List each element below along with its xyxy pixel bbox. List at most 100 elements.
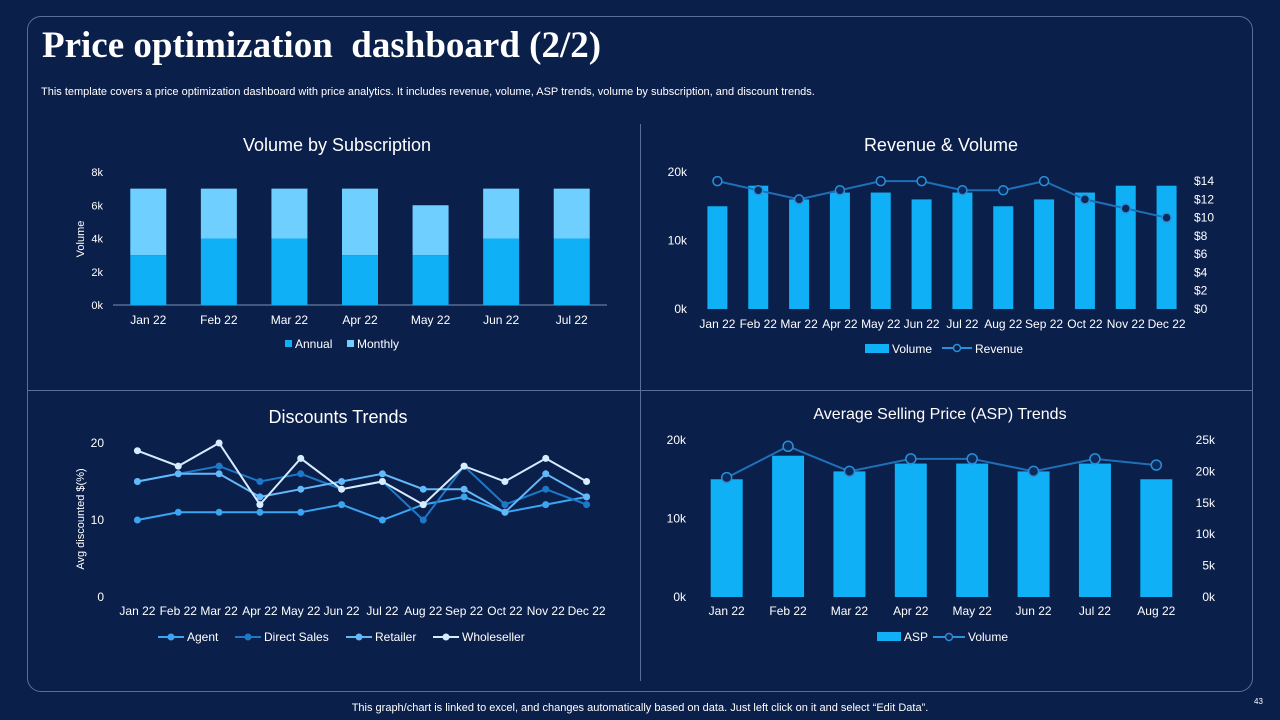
bar-volume-sep-22 xyxy=(1034,199,1055,309)
revenue-volume-chart[interactable]: Revenue & Volume 0k 10k 20k $0 $2 $4 $6 $8 $10 $12… xyxy=(642,128,1250,388)
legend-label-monthly: Monthly xyxy=(357,337,399,351)
point-direct-sales-may-22 xyxy=(297,470,305,478)
y2-tick-label: 20k xyxy=(1196,464,1216,478)
y-axis-label: Avg discounted $(%) xyxy=(75,468,87,569)
y2-tick-label: $0 xyxy=(1194,302,1208,316)
point-retailer-may-22 xyxy=(297,485,305,493)
bar-annual-feb-22 xyxy=(200,238,237,305)
chart-title: Revenue & Volume xyxy=(864,135,1018,155)
legend-swatch-annual xyxy=(285,340,292,347)
x-tick-label: Jan 22 xyxy=(709,604,745,618)
bar-volume-dec-22 xyxy=(1156,185,1177,309)
bar-asp-feb-22 xyxy=(772,455,805,597)
bar-monthly-apr-22 xyxy=(342,188,378,256)
bar-volume-may-22 xyxy=(870,192,891,309)
volume-point-aug-22 xyxy=(1150,459,1163,471)
chart-title: Volume by Subscription xyxy=(243,135,431,155)
bar-volume-aug-22 xyxy=(993,206,1014,309)
bar-annual-jul-22 xyxy=(553,238,590,305)
y-tick-label: 20k xyxy=(668,165,688,179)
chart-title: Discounts Trends xyxy=(268,407,407,427)
x-tick-label: Jul 22 xyxy=(556,313,588,327)
y2-tick-label: 15k xyxy=(1196,496,1216,510)
line-agent xyxy=(137,495,587,522)
revenue-point-mar-22 xyxy=(793,194,805,205)
asp-trends-chart[interactable]: Average Selling Price (ASP) Trends 0k 10k 2… xyxy=(642,396,1250,686)
x-tick-label: Aug 22 xyxy=(1137,604,1175,618)
volume-point-jun-22 xyxy=(1027,465,1040,478)
x-tick-label: Aug 22 xyxy=(404,604,442,618)
legend-swatch-wholeseller-marker xyxy=(442,633,450,641)
chart-title: Average Selling Price (ASP) Trends xyxy=(813,406,1066,423)
volume-point-mar-22 xyxy=(843,465,856,478)
x-tick-label: Jul 22 xyxy=(366,604,398,618)
revenue-point-sep-22 xyxy=(1038,175,1050,187)
bar-monthly-feb-22 xyxy=(200,188,237,239)
y2-tick-label: $4 xyxy=(1194,265,1208,279)
point-wholeseller-dec-22 xyxy=(583,478,591,485)
y-tick-label: 20k xyxy=(667,433,687,447)
volume-by-subscription-chart[interactable]: Volume by Subscription Volume 0k 2k 4k 6k 8k Ja… xyxy=(30,128,638,388)
x-tick-label: Jul 22 xyxy=(1079,604,1111,618)
point-retailer-nov-22 xyxy=(542,470,550,478)
legend-label-volume: Volume xyxy=(968,630,1008,644)
x-tick-label: Jun 22 xyxy=(1016,604,1052,618)
point-direct-sales-apr-22 xyxy=(256,478,264,485)
x-tick-label: Jul 22 xyxy=(946,317,978,331)
discounts-trends-chart[interactable]: Discounts Trends Avg discounted $(%) 0 10 20… xyxy=(30,396,638,686)
line-retailer xyxy=(137,472,588,514)
x-tick-label: Jan 22 xyxy=(130,313,166,327)
y-tick-label: 8k xyxy=(91,167,103,179)
x-tick-label: Mar 22 xyxy=(200,604,238,618)
page-title: Price optimization dashboard (2/2) xyxy=(42,25,602,66)
bar-annual-mar-22 xyxy=(271,238,308,305)
legend-label-annual: Annual xyxy=(295,337,332,351)
point-agent-mar-22 xyxy=(215,508,223,516)
y-tick-label: 0k xyxy=(673,590,687,604)
legend-swatch-monthly xyxy=(347,340,354,347)
volume-point-apr-22 xyxy=(905,453,917,465)
dashboard-frame xyxy=(27,16,1253,692)
revenue-point-dec-22 xyxy=(1161,212,1172,223)
point-retailer-dec-22 xyxy=(583,493,591,501)
legend-label-direct-sales: Direct Sales xyxy=(264,630,329,644)
legend-swatch-asp xyxy=(877,632,901,641)
y-tick-label: 20 xyxy=(91,436,105,450)
legend-label-agent: Agent xyxy=(187,630,219,644)
quadrant-divider-vertical xyxy=(640,124,641,681)
y-tick-label: 2k xyxy=(91,267,103,279)
point-agent-jan-22 xyxy=(133,516,141,524)
bar-asp-may-22 xyxy=(956,463,989,597)
x-tick-label: Feb 22 xyxy=(200,313,238,327)
x-tick-label: May 22 xyxy=(861,317,901,331)
point-direct-sales-nov-22 xyxy=(542,485,550,493)
point-wholeseller-aug-22 xyxy=(419,501,427,509)
x-tick-label: Jun 22 xyxy=(483,313,519,327)
y2-tick-label: $6 xyxy=(1194,247,1208,261)
bar-annual-jun-22 xyxy=(483,238,520,305)
x-tick-label: Apr 22 xyxy=(822,317,858,331)
page-subtitle: This template covers a price optimizatio… xyxy=(41,86,815,98)
legend-swatch-volume xyxy=(865,344,889,353)
point-agent-nov-22 xyxy=(542,501,550,509)
point-direct-sales-aug-22 xyxy=(419,516,427,524)
point-agent-apr-22 xyxy=(256,508,264,516)
bar-volume-apr-22 xyxy=(829,192,850,309)
bar-volume-jul-22 xyxy=(952,192,973,309)
bar-volume-nov-22 xyxy=(1115,185,1136,309)
bar-asp-mar-22 xyxy=(833,471,866,597)
legend-label-asp: ASP xyxy=(904,630,928,644)
bar-volume-mar-22 xyxy=(789,199,810,309)
x-tick-label: Feb 22 xyxy=(160,604,198,618)
point-agent-jun-22 xyxy=(338,501,346,509)
y2-tick-label: $12 xyxy=(1194,192,1214,206)
bar-volume-jun-22 xyxy=(911,199,932,309)
legend-label-wholeseller: Wholeseller xyxy=(462,630,525,644)
legend-swatch-direct-sales-marker xyxy=(244,633,252,641)
point-retailer-feb-22 xyxy=(174,470,182,478)
bar-monthly-jun-22 xyxy=(483,188,520,239)
legend-swatch-agent-marker xyxy=(167,633,175,641)
revenue-point-nov-22 xyxy=(1120,203,1131,214)
bar-annual-may-22 xyxy=(412,255,449,305)
bar-annual-apr-22 xyxy=(342,255,378,305)
